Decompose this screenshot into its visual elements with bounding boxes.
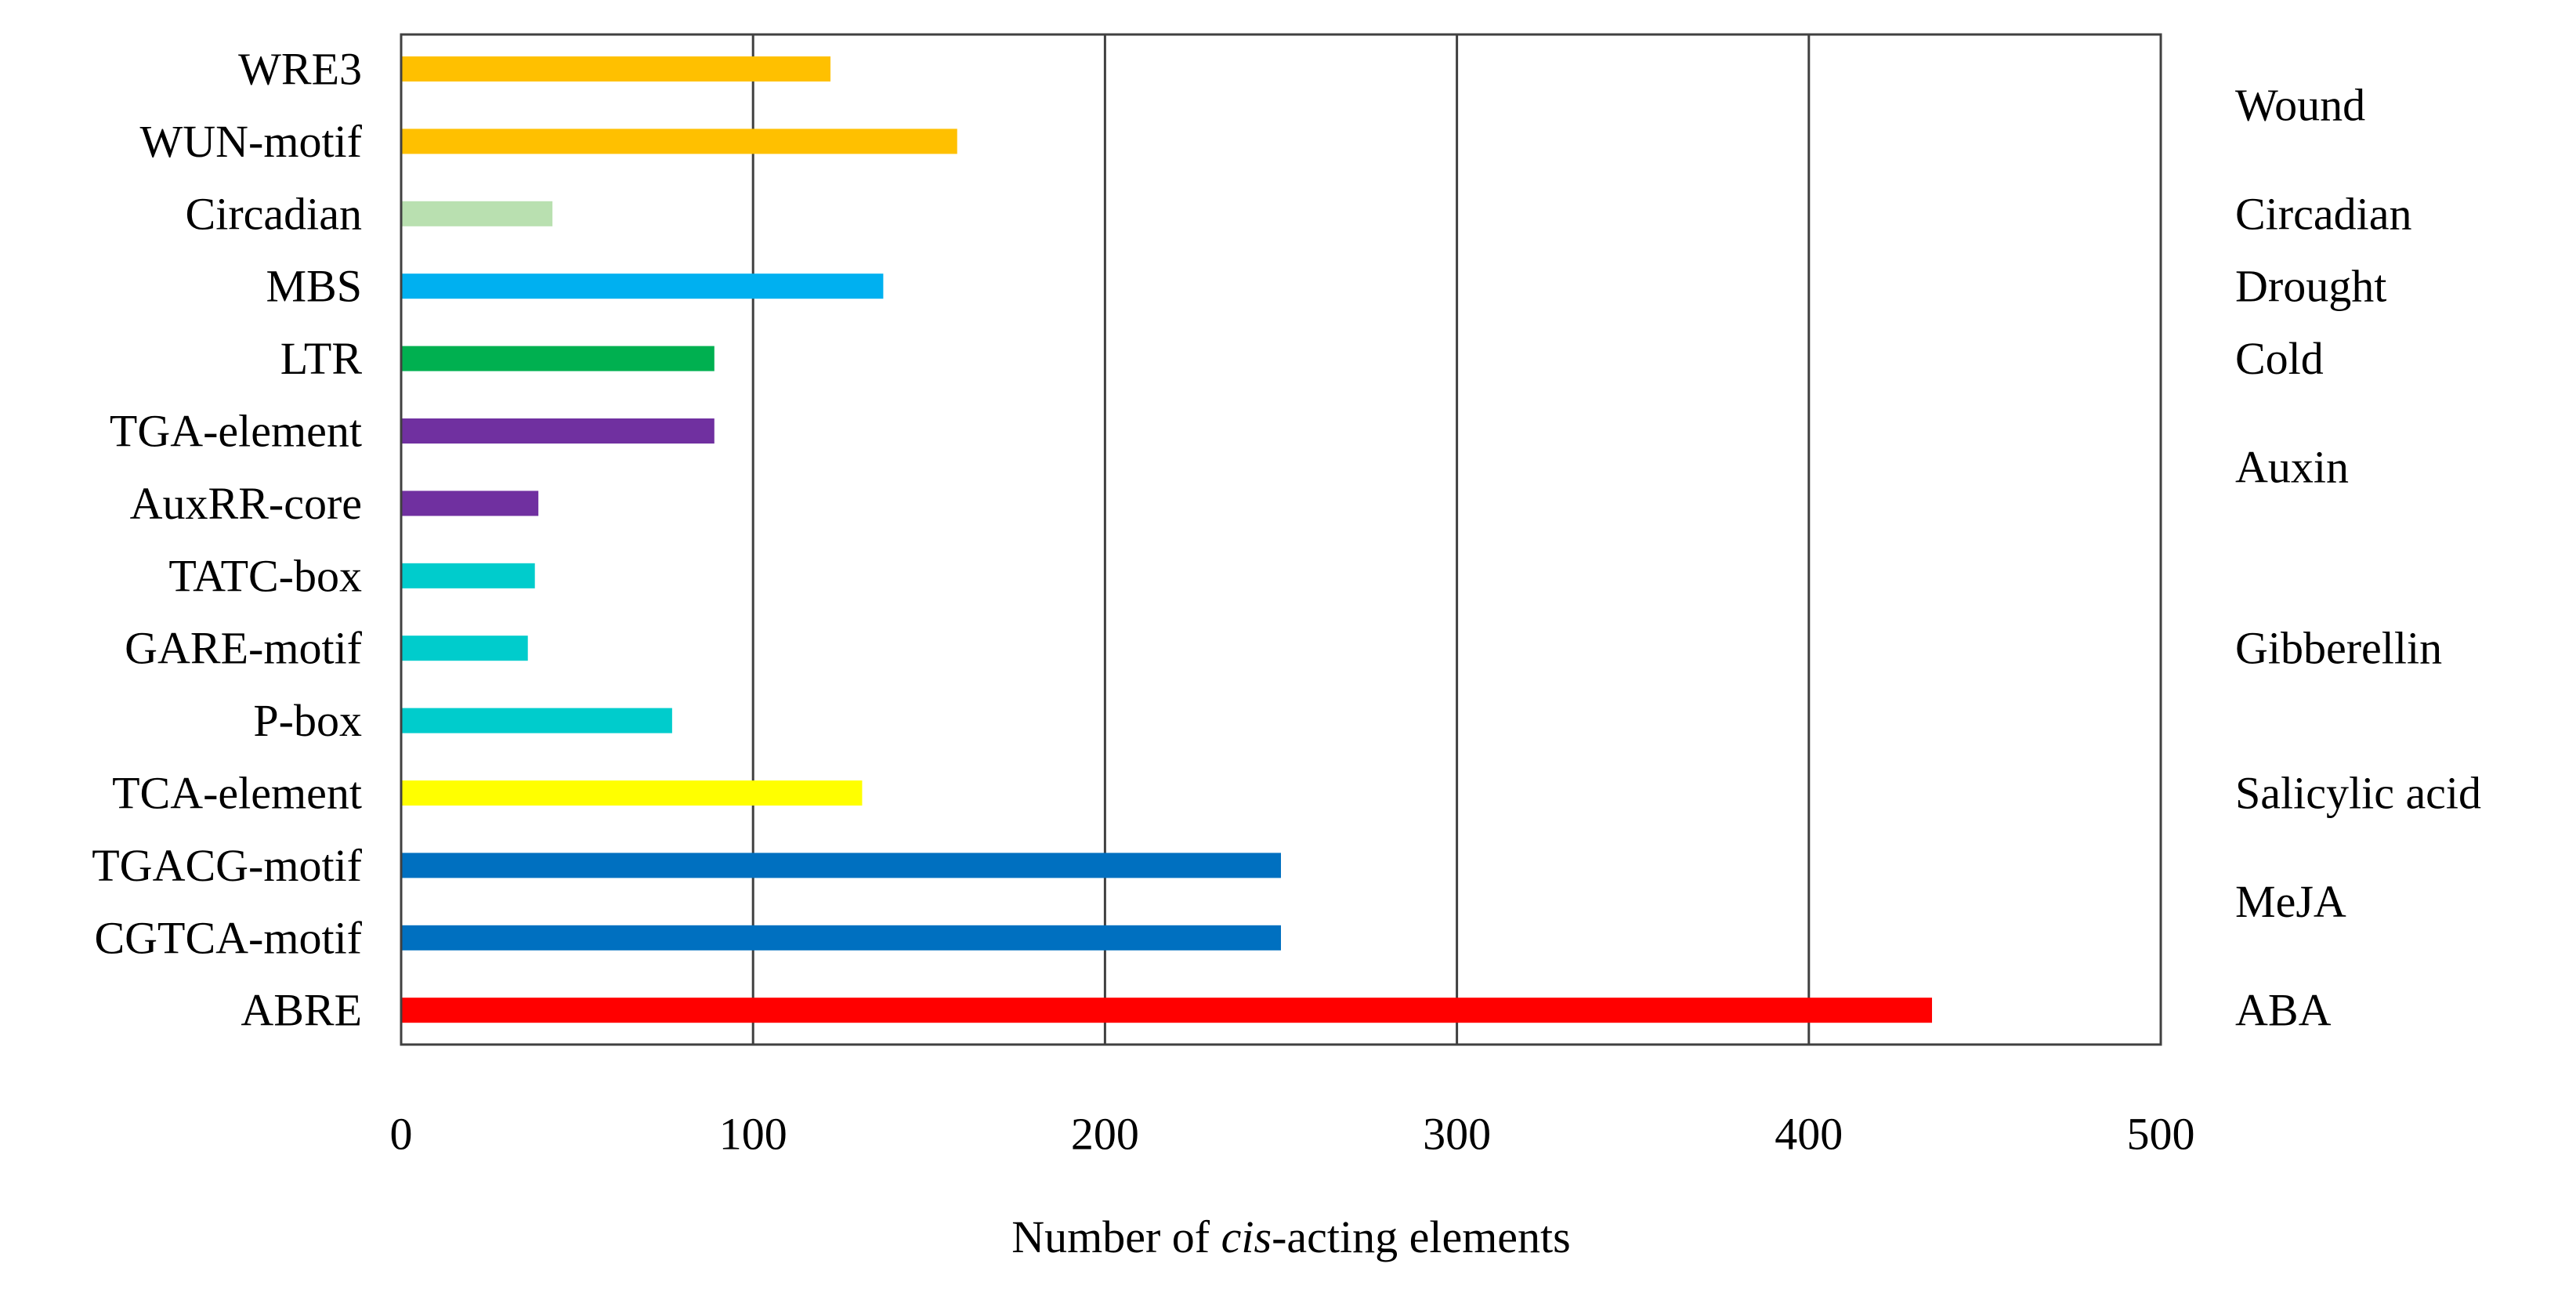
x-axis-title-prefix: Number of — [1011, 1211, 1221, 1262]
category-labels: WRE3 WUN-motif Circadian MBS LTR TGA-element A… — [92, 44, 362, 1036]
x-tick-label: 300 — [1423, 1109, 1491, 1160]
group-label: Auxin — [2235, 442, 2349, 493]
x-tick-label: 200 — [1071, 1109, 1139, 1160]
category-label: P-box — [253, 695, 362, 746]
x-tick-label: 100 — [719, 1109, 787, 1160]
plot-frame — [400, 33, 2162, 1046]
group-label: Drought — [2235, 261, 2386, 312]
group-label: MeJA — [2235, 876, 2346, 927]
bar-ltr — [401, 346, 715, 371]
x-tick-label: 500 — [2127, 1109, 2195, 1160]
x-axis-title-suffix: -acting elements — [1272, 1211, 1571, 1262]
bar-mbs — [401, 273, 884, 299]
category-label: Circadian — [186, 188, 362, 239]
category-label: WUN-motif — [140, 116, 363, 167]
x-axis-title-italic: cis — [1221, 1211, 1272, 1262]
group-label: Circadian — [2235, 188, 2411, 239]
group-label: Salicylic acid — [2235, 768, 2481, 819]
group-labels: Wound Circadian Drought Cold Auxin Gibberelli… — [2235, 80, 2481, 1036]
category-label: MBS — [266, 261, 362, 312]
bar-wun-motif — [401, 129, 957, 154]
group-label: ABA — [2235, 985, 2332, 1036]
bar-auxrr-core — [401, 491, 539, 516]
bar-tatc-box — [401, 563, 535, 588]
x-tick-label: 0 — [390, 1109, 413, 1160]
bar-tgacg-motif — [401, 853, 1281, 878]
group-label: Wound — [2235, 80, 2365, 131]
category-label: TGA-element — [110, 406, 362, 457]
x-axis-title: Number of cis-acting elements — [1011, 1211, 1571, 1262]
category-label: TCA-element — [112, 768, 362, 819]
bar-tca-element — [401, 780, 863, 806]
bar-circadian — [401, 201, 553, 226]
category-label: GARE-motif — [125, 623, 363, 674]
bar-cgtca-motif — [401, 925, 1281, 951]
category-label: ABRE — [241, 985, 362, 1036]
category-label: TGACG-motif — [92, 840, 362, 891]
group-label: Gibberellin — [2235, 623, 2442, 674]
bar-wre3 — [401, 56, 831, 81]
category-label: CGTCA-motif — [94, 912, 362, 963]
x-tick-labels: 0 100 200 300 400 500 — [390, 1109, 2195, 1160]
bars — [401, 56, 1933, 1023]
category-label: WRE3 — [238, 44, 362, 95]
bar-gare-motif — [401, 636, 528, 661]
group-label: Cold — [2235, 333, 2324, 384]
bar-tga-element — [401, 418, 715, 444]
category-label: TATC-box — [168, 550, 362, 601]
x-tick-label: 400 — [1775, 1109, 1843, 1160]
category-label: LTR — [280, 333, 363, 384]
bar-p-box — [401, 708, 672, 733]
grid-lines — [751, 34, 1811, 1045]
category-label: AuxRR-core — [130, 478, 362, 529]
bar-abre — [401, 998, 1933, 1023]
